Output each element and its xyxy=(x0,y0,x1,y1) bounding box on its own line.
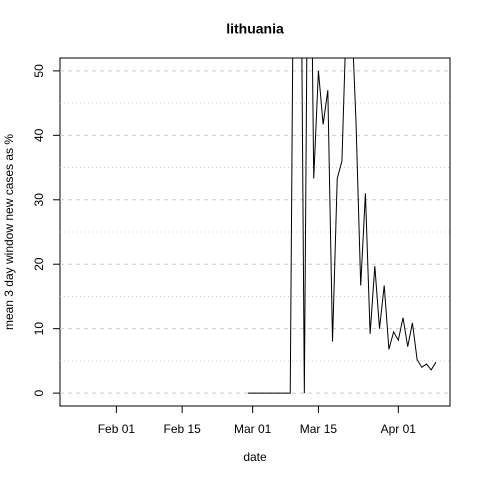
chart-title: lithuania xyxy=(226,21,284,37)
plot-frame xyxy=(59,57,451,407)
x-tick-label: Mar 01 xyxy=(234,422,272,436)
y-axis-label: mean 3 day window new cases as % xyxy=(2,134,16,330)
y-tick-label: 40 xyxy=(32,128,46,142)
y-tick-label: 0 xyxy=(32,389,46,396)
x-axis-label: date xyxy=(243,450,267,464)
x-tick-label: Feb 15 xyxy=(163,422,201,436)
plot-area xyxy=(247,58,437,394)
y-tick-label: 20 xyxy=(32,257,46,271)
x-tick-label: Apr 01 xyxy=(381,422,417,436)
x-tick-label: Feb 01 xyxy=(98,422,136,436)
y-tick-label: 30 xyxy=(32,193,46,207)
series-line xyxy=(247,58,437,394)
y-tick-label: 10 xyxy=(32,322,46,336)
y-tick-label: 50 xyxy=(32,64,46,78)
x-tick-label: Mar 15 xyxy=(300,422,338,436)
